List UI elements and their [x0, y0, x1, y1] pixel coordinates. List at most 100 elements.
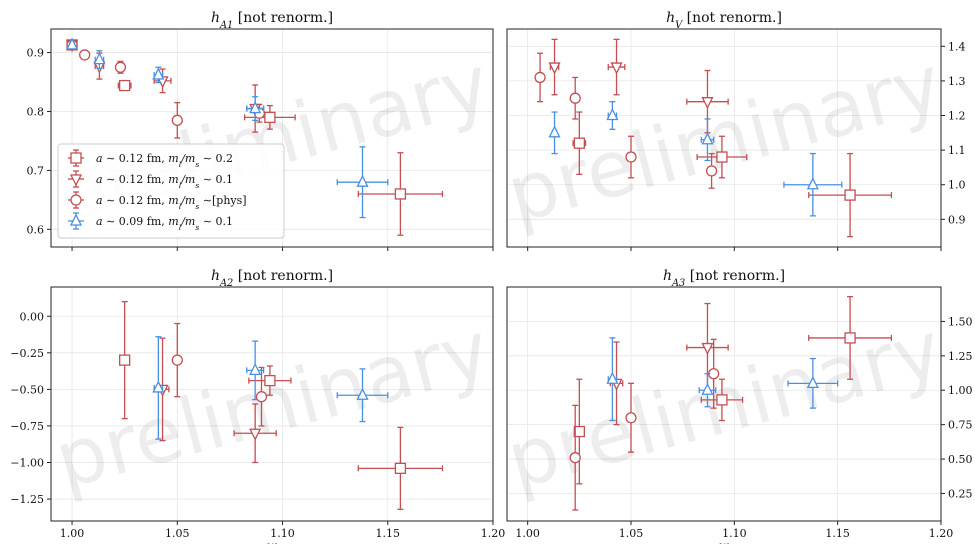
- data-point: [701, 132, 714, 145]
- data-point: [264, 111, 276, 124]
- panel-3: preliminary hA2 [not renorm.] −1.25 −1.00 −0…: [10, 268, 505, 544]
- data-point: [93, 52, 106, 65]
- data-point: [356, 387, 369, 400]
- y-tick-label: 0.8: [27, 105, 45, 118]
- y-tick-label: 0.25: [948, 487, 973, 500]
- x-tick-label: 1.10: [722, 527, 747, 540]
- data-point: [716, 394, 728, 406]
- data-point: [606, 108, 619, 121]
- panel-2: preliminary hV [not renorm.] 0.9 1.0 1.1 1.2 1…: [498, 10, 966, 251]
- data-point: [573, 425, 585, 438]
- legend-label: a ∼ 0.12 fm, ml/ms ∼[phys]: [96, 194, 247, 211]
- series-a012_02: [119, 300, 444, 510]
- x-axis-label: w: [267, 539, 278, 544]
- data-point: [625, 151, 637, 163]
- y-tick-label: 0.7: [27, 164, 45, 177]
- y-tick-label: 1.00: [948, 384, 973, 397]
- axes-frame: [50, 286, 494, 522]
- x-axis-label: w: [719, 539, 730, 544]
- y-tick-label: 1.1: [948, 144, 966, 157]
- data-point: [255, 391, 268, 403]
- x-tick-label: 1.00: [515, 527, 540, 540]
- data-point: [701, 97, 714, 110]
- y-tick-label: 1.50: [948, 315, 973, 328]
- y-tick-label: 1.3: [948, 75, 966, 88]
- data-point: [249, 428, 262, 441]
- data-point: [534, 71, 546, 84]
- legend-label: a ∼ 0.09 fm, ml/ms ∼ 0.1: [96, 215, 233, 232]
- y-tick-label: 1.0: [948, 179, 966, 192]
- x-tick-label: 1.20: [929, 527, 954, 540]
- data-point: [394, 188, 407, 200]
- x-tick-label: 1.15: [825, 527, 850, 540]
- data-point: [548, 125, 561, 138]
- data-point: [152, 67, 165, 80]
- y-tick-label: 0.9: [948, 213, 966, 226]
- data-point: [569, 452, 581, 464]
- axes-frame: [50, 28, 494, 248]
- data-point: [171, 114, 183, 126]
- series-a009_01: [606, 337, 839, 422]
- data-point: [806, 177, 819, 190]
- y-tick-label: −0.50: [10, 383, 44, 396]
- data-point: [356, 174, 369, 187]
- panel-4: preliminary hA3 [not renorm.] 0.25 0.50 0.75…: [498, 268, 972, 544]
- data-point: [844, 332, 856, 344]
- y-tick-label: 0.9: [27, 47, 45, 60]
- y-tick-label: 0.50: [948, 453, 973, 466]
- y-tick-label: 0.00: [20, 310, 45, 323]
- x-tick-label: 1.05: [165, 527, 190, 540]
- data-point: [716, 151, 728, 163]
- series-a009_01: [548, 101, 843, 217]
- legend-label: a ∼ 0.12 fm, ml/ms ∼ 0.2: [96, 152, 233, 169]
- panel-title: hV [not renorm.]: [666, 10, 782, 31]
- data-point: [114, 61, 127, 73]
- legend-marker: [70, 194, 82, 206]
- legend-label: a ∼ 0.12 fm, ml/ms ∼ 0.1: [96, 173, 233, 190]
- data-point: [569, 92, 581, 104]
- series-a012_phys: [66, 39, 266, 139]
- series-a012_phys: [569, 338, 720, 511]
- data-point: [806, 375, 819, 389]
- legend-marker: [69, 213, 83, 226]
- y-tick-label: −0.25: [10, 347, 44, 360]
- x-tick-label: 1.10: [270, 527, 295, 540]
- data-point: [844, 189, 856, 201]
- x-tick-label: 1.15: [376, 527, 401, 540]
- watermark: preliminary: [498, 305, 950, 507]
- y-tick-label: 0.75: [948, 419, 973, 432]
- data-point: [548, 62, 561, 75]
- legend-marker: [69, 174, 83, 187]
- data-point: [119, 79, 131, 92]
- series-a009_01: [65, 37, 389, 219]
- data-point: [394, 462, 407, 475]
- y-tick-label: −1.25: [10, 493, 44, 506]
- y-tick-label: −0.75: [10, 420, 44, 433]
- data-point: [705, 165, 718, 177]
- data-point: [171, 354, 183, 366]
- panel-title: hA2 [not renorm.]: [211, 268, 333, 289]
- watermark: preliminary: [498, 39, 950, 241]
- data-point: [610, 62, 623, 75]
- x-tick-label: 1.05: [619, 527, 644, 540]
- axes-frame: [506, 28, 942, 248]
- y-tick-label: 1.4: [948, 40, 966, 53]
- y-tick-label: 1.2: [948, 110, 966, 123]
- y-tick-label: 0.6: [27, 223, 45, 236]
- data-point: [701, 382, 714, 395]
- data-point: [249, 362, 262, 376]
- data-point: [79, 49, 91, 61]
- legend: a ∼ 0.12 fm, ml/ms ∼ 0.2 a ∼ 0.12 fm, ml/…: [57, 143, 285, 239]
- series-a012_phys: [534, 52, 718, 189]
- watermark: preliminary: [46, 305, 498, 507]
- data-point: [152, 380, 165, 393]
- data-point: [606, 371, 619, 384]
- data-point: [119, 354, 131, 366]
- panel-title: hA1 [not renorm.]: [211, 10, 333, 31]
- data-point: [249, 101, 262, 114]
- data-point: [625, 412, 637, 424]
- legend-marker: [70, 152, 82, 164]
- data-point: [65, 37, 79, 50]
